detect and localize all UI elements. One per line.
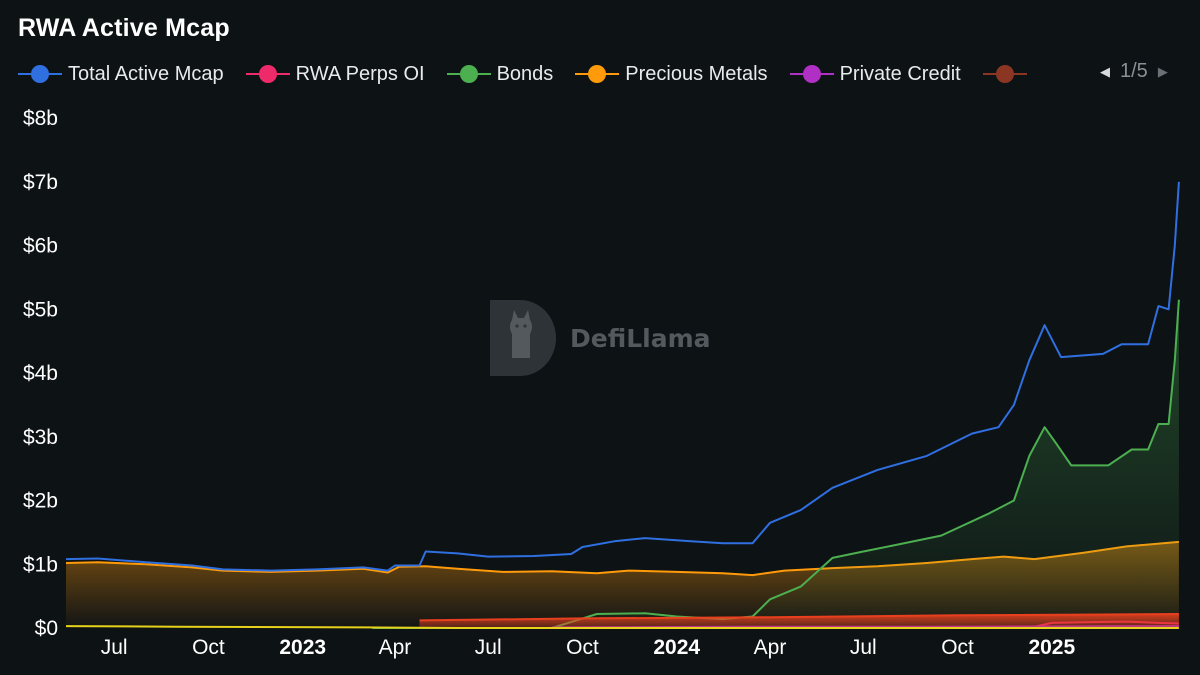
legend-item-bonds[interactable]: Bonds	[446, 62, 554, 86]
x-tick-label: Oct	[192, 636, 225, 659]
bonds-line	[372, 299, 1180, 629]
legend-swatch-icon	[982, 64, 1027, 84]
x-tick-label: Apr	[754, 636, 787, 659]
y-tick-label: $0	[35, 617, 58, 640]
watermark: DefiLlama	[490, 300, 711, 376]
bonds-area	[372, 299, 1179, 628]
x-tick-label: Oct	[566, 636, 599, 659]
unlabeled-series-area	[419, 614, 1179, 628]
legend-item-precious-metals[interactable]: Precious Metals	[575, 62, 768, 86]
legend-item-truncated[interactable]	[982, 64, 1027, 84]
y-tick-label: $5b	[23, 298, 58, 321]
y-tick-label: $1b	[23, 553, 58, 576]
x-axis: Jul Oct 2023 Apr Jul Oct 2024 Apr Jul Oct 2025	[101, 636, 1076, 659]
legend-swatch-icon	[789, 64, 834, 84]
legend-swatch-icon	[575, 64, 620, 84]
y-tick-label: $4b	[23, 362, 58, 385]
watermark-text: DefiLlama	[570, 323, 711, 353]
next-page-icon[interactable]: ▶	[1157, 63, 1168, 79]
x-tick-label: Jul	[101, 636, 128, 659]
prev-page-icon[interactable]: ◀	[1100, 63, 1110, 79]
chart-title: RWA Active Mcap	[18, 14, 230, 42]
legend-label: Total Active Mcap	[68, 62, 224, 85]
unlabeled-series-line	[65, 625, 1179, 629]
legend-page-indicator: 1/5	[1120, 60, 1148, 82]
legend-item-private-credit[interactable]: Private Credit	[789, 62, 961, 86]
legend-item-total-active-mcap[interactable]: Total Active Mcap	[18, 63, 224, 86]
x-tick-label: 2025	[1028, 636, 1075, 659]
legend-swatch-icon	[245, 64, 290, 84]
legend: Total Active Mcap RWA Perps OI Bonds Pre…	[18, 60, 1027, 88]
total-active-mcap-line	[65, 181, 1180, 572]
x-tick-label: Jul	[850, 636, 877, 659]
x-tick-label: 2023	[279, 636, 326, 659]
y-tick-label: $2b	[23, 490, 58, 513]
legend-label: Private Credit	[839, 62, 961, 85]
llama-logo-icon	[490, 300, 556, 376]
y-tick-label: $3b	[23, 426, 58, 449]
legend-swatch-icon	[446, 64, 491, 84]
legend-item-rwa-perps-oi[interactable]: RWA Perps OI	[245, 62, 425, 86]
x-tick-label: Jul	[475, 636, 502, 659]
legend-swatch-icon	[18, 64, 62, 84]
y-tick-label: $6b	[23, 235, 58, 258]
series-layer	[65, 181, 1180, 629]
y-tick-label: $8b	[23, 107, 58, 130]
legend-label: RWA Perps OI	[295, 62, 425, 85]
y-tick-label: $7b	[23, 171, 58, 194]
legend-label: Precious Metals	[625, 62, 768, 85]
legend-label: Bonds	[496, 62, 554, 85]
x-tick-label: Oct	[941, 636, 974, 659]
x-tick-label: Apr	[379, 636, 412, 659]
legend-pager: ◀ 1/5 ▶	[1100, 60, 1168, 83]
x-tick-label: 2024	[653, 636, 700, 659]
y-axis: $0 $1b $2b $3b $4b $5b $6b $7b $8b	[23, 107, 58, 640]
unlabeled-series-line	[419, 613, 1179, 622]
